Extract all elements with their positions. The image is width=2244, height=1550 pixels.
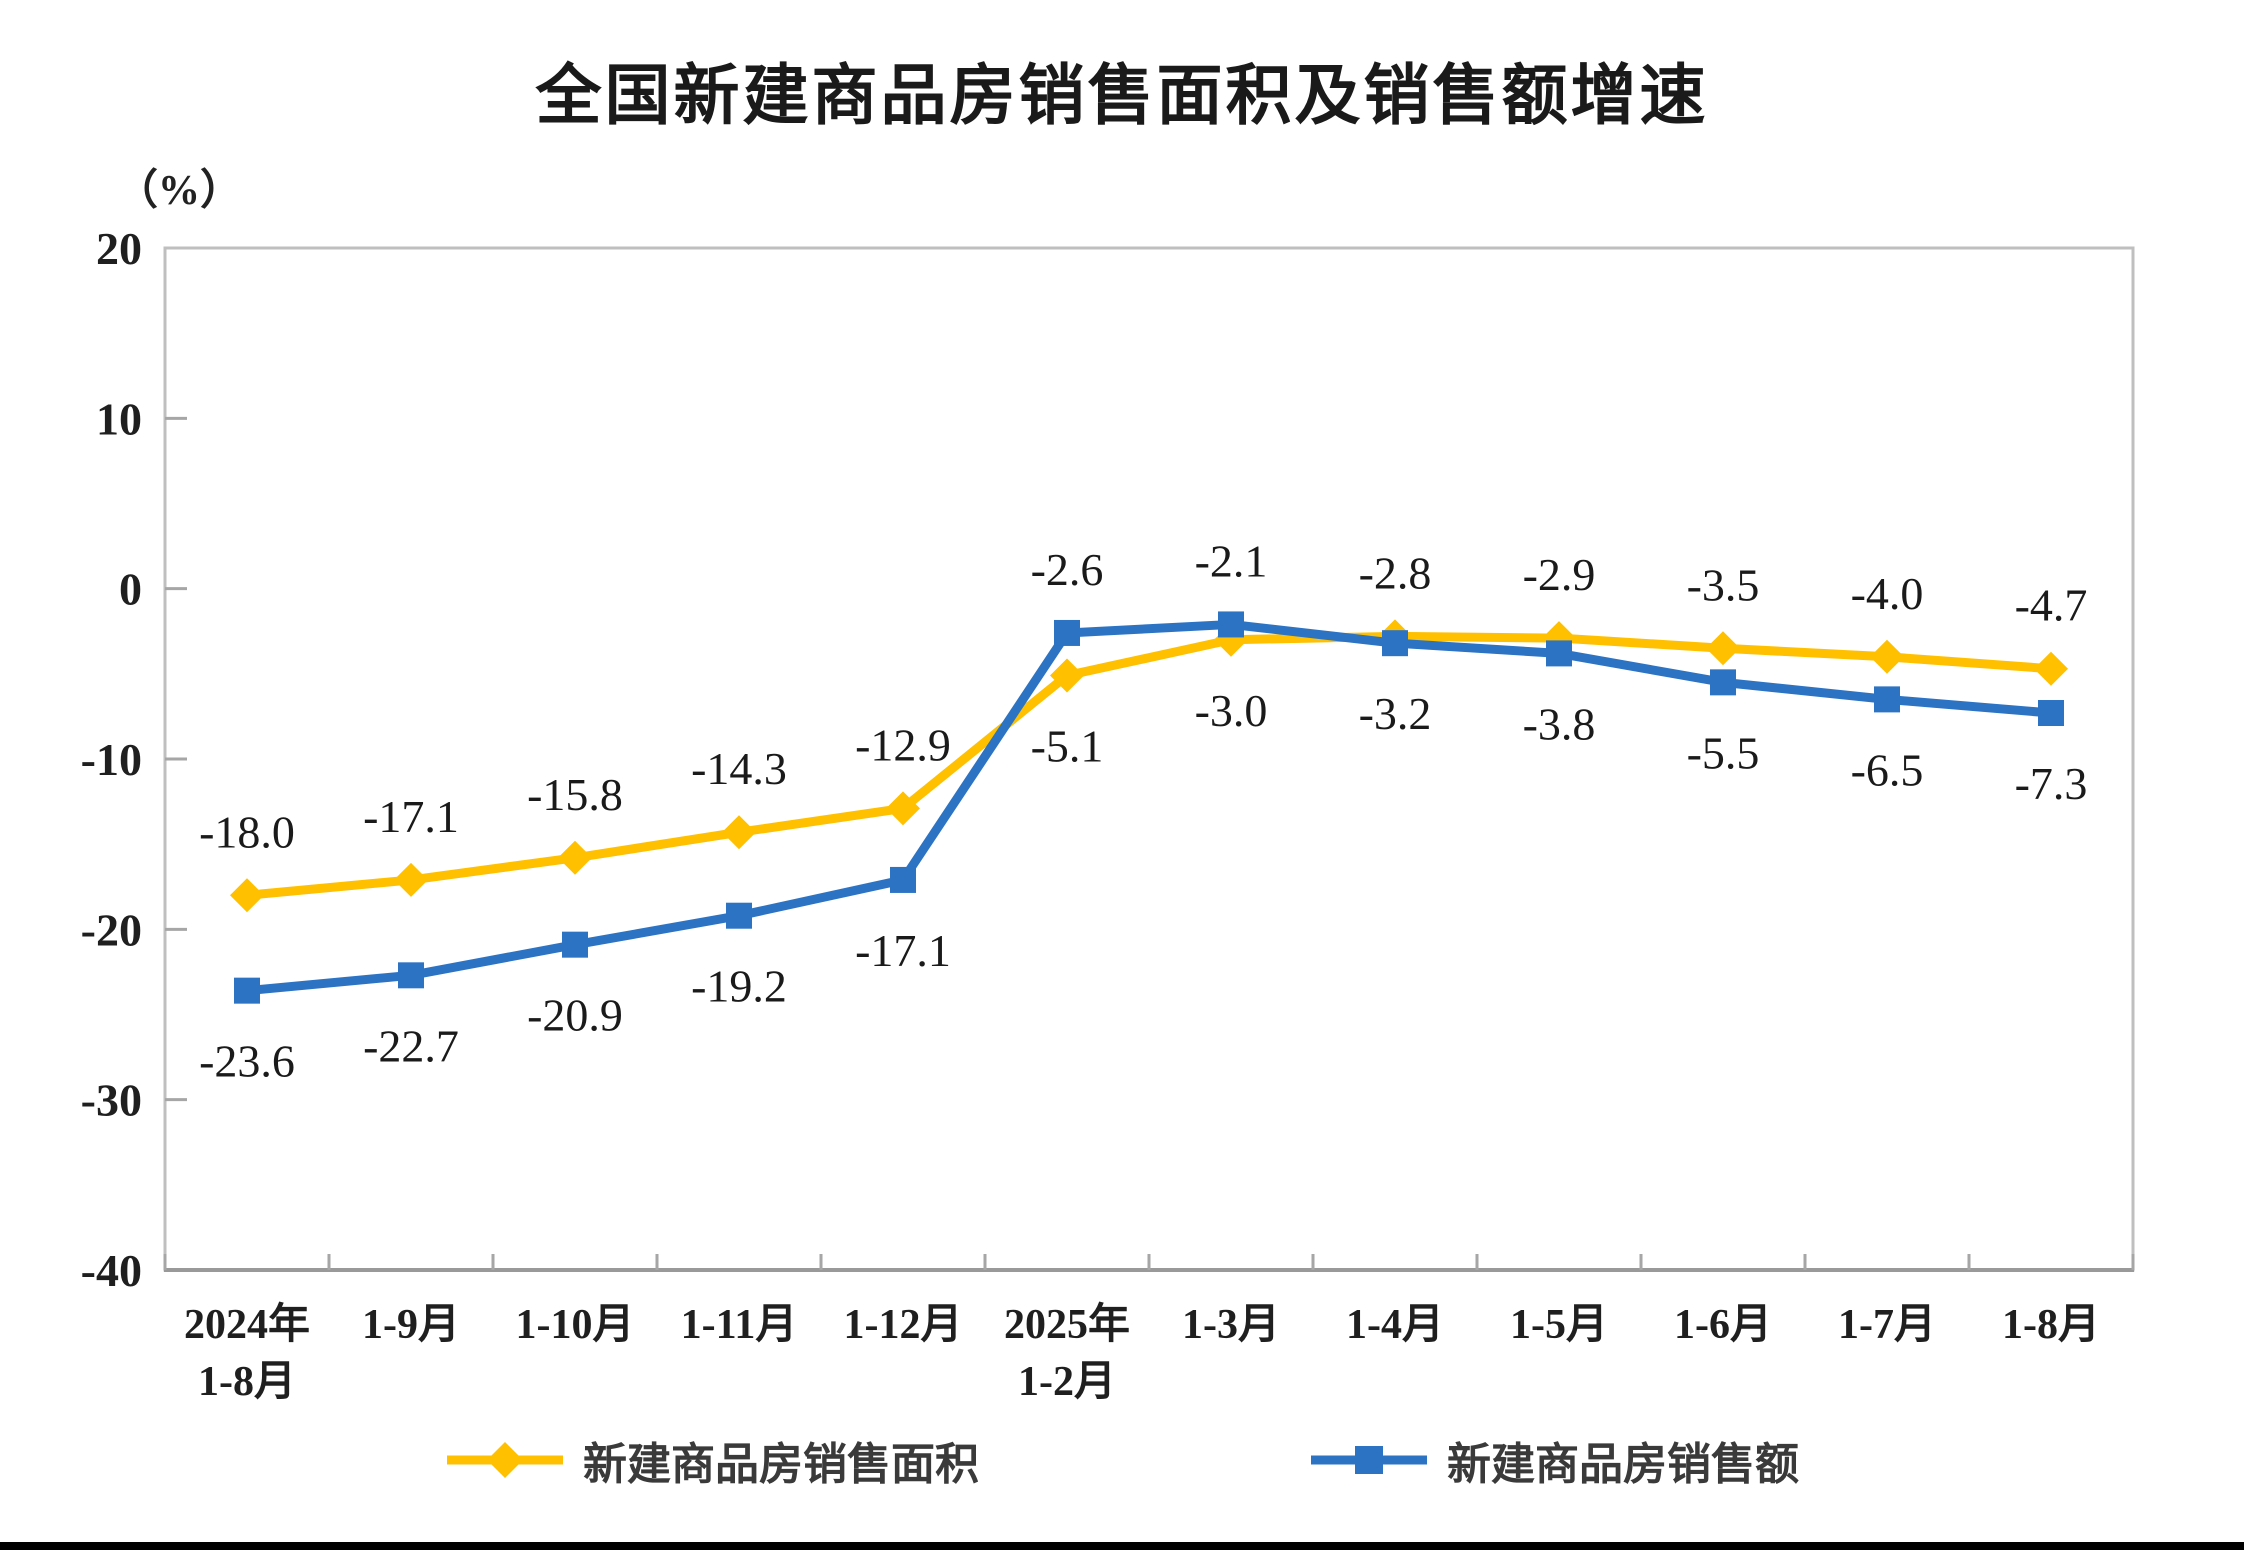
- x-axis-label: 1-6月: [1674, 1302, 1772, 1348]
- x-axis-label: 1-4月: [1346, 1302, 1444, 1348]
- data-point-square-marker: [1546, 640, 1572, 667]
- data-label: -14.3: [691, 743, 787, 794]
- data-point-square-marker: [1218, 611, 1244, 638]
- data-point-diamond-marker: [722, 815, 756, 850]
- data-label: -7.3: [2015, 758, 2088, 809]
- data-label: -15.8: [527, 769, 623, 820]
- x-axis-label: 2024年: [184, 1301, 310, 1348]
- x-axis-label: 1-5月: [1510, 1302, 1608, 1348]
- x-axis-label: 1-9月: [362, 1302, 460, 1348]
- data-point-square-marker: [1874, 686, 1900, 713]
- data-label: -2.6: [1031, 544, 1104, 595]
- legend-label-sales-area: 新建商品房销售面积: [583, 1440, 979, 1489]
- data-label: -22.7: [363, 1020, 459, 1071]
- x-axis-label: 1-11月: [681, 1302, 798, 1348]
- x-axis-label: 1-12月: [844, 1302, 963, 1348]
- data-label: -5.5: [1687, 727, 1760, 778]
- bottom-divider-bar: [0, 1542, 2244, 1550]
- legend-item-sales-area: 新建商品房销售面积: [445, 1428, 979, 1492]
- x-axis-label: 2025年: [1004, 1301, 1130, 1348]
- x-axis-label: 1-2月: [1018, 1359, 1116, 1405]
- data-label: -3.2: [1359, 688, 1432, 739]
- data-label: -20.9: [527, 990, 623, 1041]
- data-point-diamond-marker: [2034, 651, 2068, 686]
- x-axis-label: 1-8月: [198, 1359, 296, 1405]
- y-axis-label: -10: [81, 734, 142, 785]
- data-label: -18.0: [199, 806, 295, 857]
- y-axis-label: 10: [96, 393, 142, 444]
- x-axis-label: 1-8月: [2002, 1302, 2100, 1348]
- legend-marker-line-icon: [1311, 1446, 1427, 1474]
- data-point-square-marker: [562, 931, 588, 958]
- data-point-square-marker: [1054, 619, 1080, 646]
- series-line-1: [242, 619, 2056, 996]
- data-label: -2.8: [1359, 547, 1432, 598]
- data-point-square-marker: [234, 977, 260, 1004]
- data-point-diamond-marker: [1870, 639, 1904, 674]
- data-point-diamond-marker: [1706, 631, 1740, 666]
- data-point-square-marker: [1382, 630, 1408, 657]
- data-point-square-marker: [890, 866, 916, 893]
- data-point-diamond-marker: [886, 791, 920, 826]
- data-label: -6.5: [1851, 744, 1924, 795]
- data-label: -4.0: [1851, 568, 1924, 619]
- data-label: -19.2: [691, 961, 787, 1012]
- data-point-square-marker: [398, 962, 424, 989]
- data-label: -3.5: [1687, 559, 1760, 610]
- legend-label-sales-value: 新建商品房销售额: [1447, 1440, 1799, 1489]
- y-axis-label: 0: [119, 564, 142, 615]
- data-label: -4.7: [2015, 580, 2088, 631]
- legend-item-sales-value: 新建商品房销售额: [1309, 1428, 1799, 1492]
- data-label: -12.9: [855, 719, 951, 770]
- data-label: -5.1: [1031, 721, 1104, 772]
- chart-title: 全国新建商品房销售面积及销售额增速: [535, 58, 1709, 132]
- data-label: -17.1: [363, 791, 459, 842]
- data-point-diamond-marker: [1050, 658, 1084, 693]
- data-point-square-marker: [1710, 669, 1736, 696]
- series-line-0: [242, 631, 2056, 900]
- y-axis-label: -30: [81, 1075, 142, 1126]
- data-label: -2.9: [1523, 549, 1596, 600]
- data-label: -23.6: [199, 1036, 295, 1087]
- x-axis-label: 1-10月: [516, 1302, 635, 1348]
- data-point-diamond-marker: [394, 862, 428, 897]
- y-axis-label: -20: [81, 904, 142, 955]
- data-point-square-marker: [726, 902, 752, 929]
- plot-border: [163, 246, 2135, 1272]
- data-label: -17.1: [855, 925, 951, 976]
- y-axis-label: -40: [81, 1245, 142, 1296]
- legend-marker-line-icon: [447, 1442, 563, 1478]
- data-point-diamond-marker: [558, 840, 592, 875]
- legend: 新建商品房销售面积 新建商品房销售额: [0, 1428, 2244, 1492]
- data-point-square-marker: [2038, 700, 2064, 727]
- data-label: -3.0: [1195, 685, 1268, 736]
- y-axis-label: 20: [96, 223, 142, 274]
- data-point-diamond-marker: [230, 878, 264, 913]
- x-axis-label: 1-3月: [1182, 1302, 1280, 1348]
- data-label: -3.8: [1523, 698, 1596, 749]
- y-axis-unit-label: （%）: [116, 168, 243, 214]
- x-axis-label: 1-7月: [1838, 1302, 1936, 1348]
- data-label: -2.1: [1195, 535, 1268, 586]
